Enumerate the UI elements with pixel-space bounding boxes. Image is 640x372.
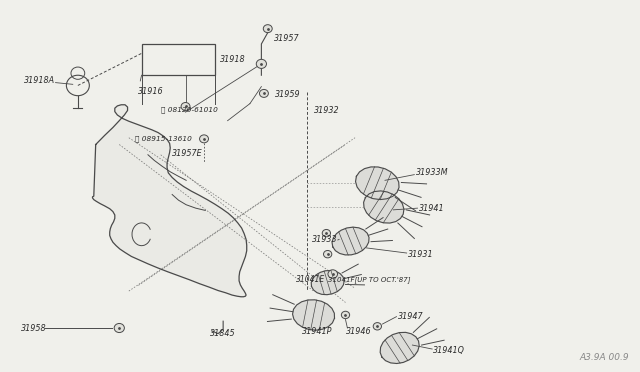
- Text: 31931: 31931: [408, 250, 433, 259]
- Text: 31941: 31941: [419, 204, 444, 213]
- Text: 31916: 31916: [138, 87, 164, 96]
- Circle shape: [373, 323, 381, 330]
- Text: 31941Q: 31941Q: [433, 346, 465, 355]
- Circle shape: [322, 230, 330, 237]
- Circle shape: [200, 135, 209, 143]
- Circle shape: [263, 25, 272, 33]
- Text: 31041E: 31041E: [296, 275, 325, 284]
- Text: 31946: 31946: [346, 327, 371, 337]
- Text: 31933M: 31933M: [415, 169, 448, 177]
- Text: 31957: 31957: [274, 34, 300, 43]
- Text: 31957E: 31957E: [172, 149, 203, 158]
- Polygon shape: [380, 332, 419, 363]
- Text: 31941P: 31941P: [302, 327, 333, 337]
- Circle shape: [181, 103, 190, 110]
- Text: 31845: 31845: [211, 329, 236, 338]
- Bar: [141, 44, 215, 75]
- Text: A3.9A 00.9: A3.9A 00.9: [579, 353, 629, 362]
- Text: Ⓑ 08120-61010: Ⓑ 08120-61010: [161, 106, 218, 113]
- Circle shape: [328, 270, 337, 278]
- Text: Ⓦ 08915-13610: Ⓦ 08915-13610: [135, 135, 192, 142]
- Circle shape: [114, 324, 124, 333]
- Circle shape: [341, 311, 349, 319]
- Text: 31933: 31933: [312, 235, 338, 244]
- Text: 31041F[UP TO OCT.'87]: 31041F[UP TO OCT.'87]: [328, 276, 411, 283]
- Polygon shape: [292, 300, 335, 330]
- Text: 31958: 31958: [20, 324, 46, 333]
- Polygon shape: [311, 270, 344, 295]
- Polygon shape: [332, 227, 369, 255]
- Text: 31918A: 31918A: [24, 76, 55, 86]
- Text: 31918: 31918: [220, 55, 246, 64]
- Polygon shape: [356, 167, 399, 200]
- Text: 31959: 31959: [275, 90, 301, 99]
- Text: 31947: 31947: [397, 312, 424, 321]
- Polygon shape: [93, 105, 246, 297]
- Circle shape: [259, 89, 268, 97]
- Circle shape: [256, 59, 266, 68]
- Text: 31932: 31932: [314, 106, 339, 115]
- Circle shape: [323, 250, 332, 258]
- Polygon shape: [364, 191, 404, 223]
